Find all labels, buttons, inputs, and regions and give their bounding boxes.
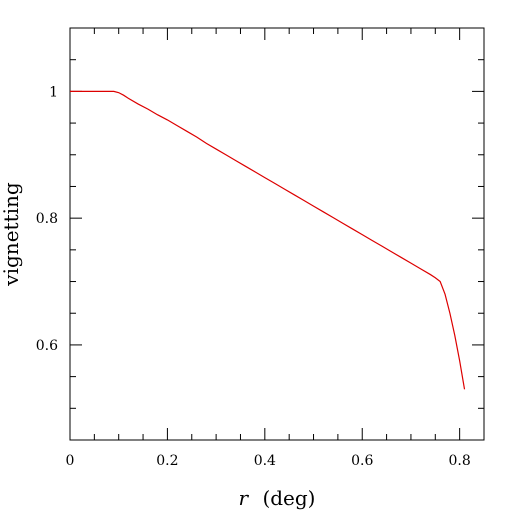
x-axis-label: r (deg) [239,486,316,510]
y-tick-label: 0.6 [36,338,58,354]
axis-ticks [69,27,485,441]
plot-frame [69,27,485,441]
x-tick-label: 0 [66,453,75,469]
series-group [70,90,466,390]
x-tick-label: 0.8 [449,453,471,469]
y-axis-label: vignetting [0,182,23,287]
x-axis-unit: (deg) [262,486,315,510]
x-axis-symbol: r [239,486,250,510]
vignetting-curve [70,90,466,390]
x-tick-label: 0.6 [351,453,373,469]
tick-labels: 0 0.2 0.4 0.6 0.8 0.6 0.8 1 [36,84,471,469]
x-tick-label: 0.2 [156,453,178,469]
y-tick-label: 1 [49,84,58,100]
y-tick-label: 0.8 [36,211,58,227]
x-tick-label: 0.4 [254,453,276,469]
